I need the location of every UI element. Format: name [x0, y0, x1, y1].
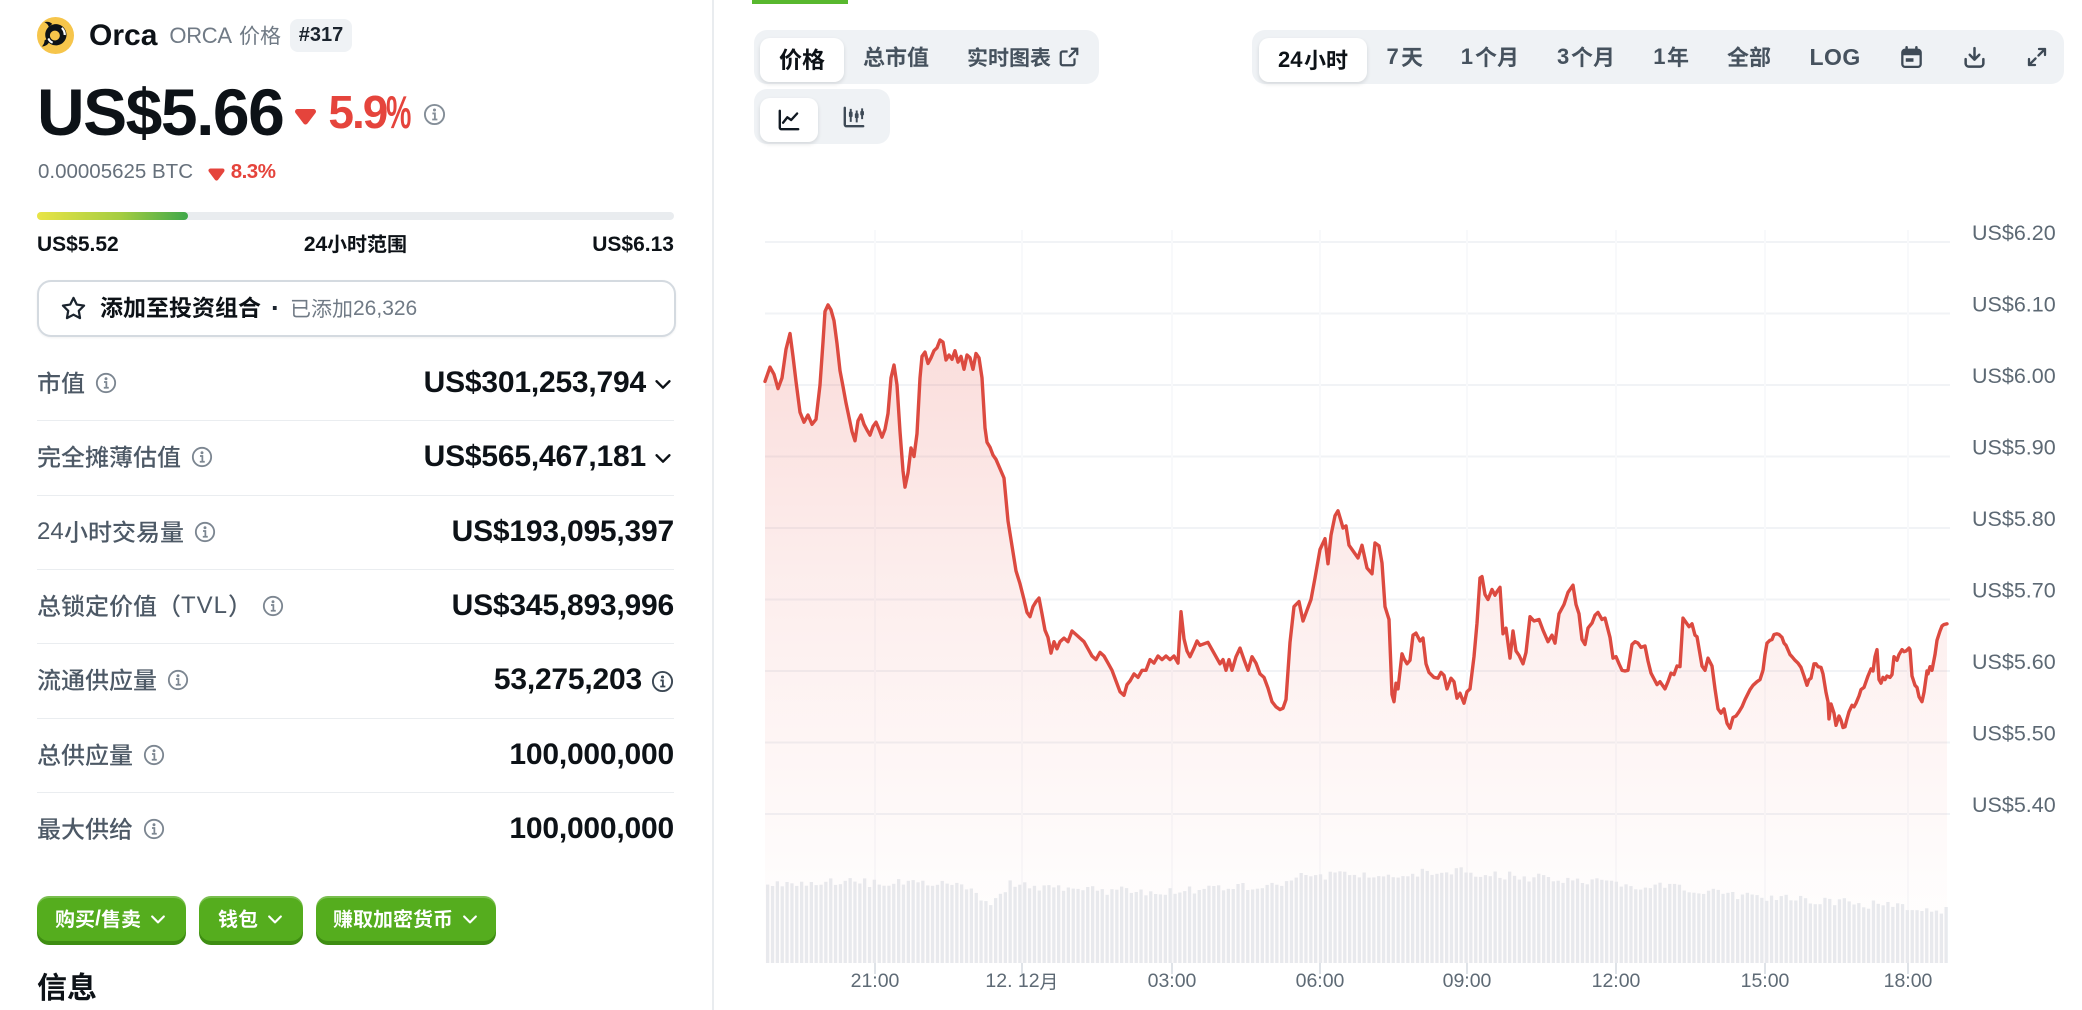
svg-text:US$5.60: US$5.60 [1972, 650, 2056, 674]
svg-text:US$6.00: US$6.00 [1972, 364, 2056, 388]
svg-text:US$5.80: US$5.80 [1972, 507, 2056, 531]
svg-text:US$6.20: US$6.20 [1972, 221, 2056, 245]
svg-text:US$5.90: US$5.90 [1972, 436, 2056, 460]
svg-text:US$5.40: US$5.40 [1972, 793, 2056, 817]
svg-text:US$5.50: US$5.50 [1972, 722, 2056, 746]
svg-text:US$5.70: US$5.70 [1972, 579, 2056, 603]
svg-text:US$6.10: US$6.10 [1972, 293, 2056, 317]
